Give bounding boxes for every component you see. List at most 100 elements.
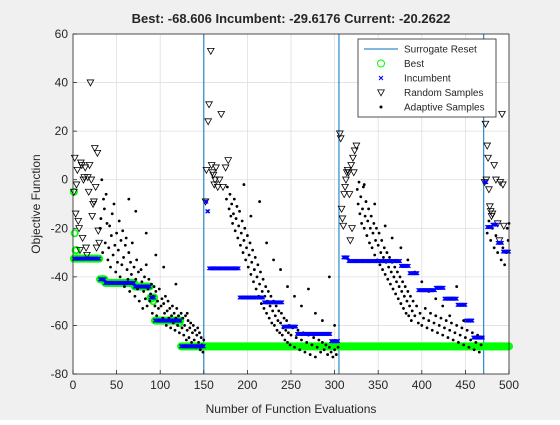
adaptive-sample-marker — [191, 331, 194, 335]
adaptive-sample-marker — [193, 328, 197, 332]
adaptive-sample-marker — [278, 331, 282, 335]
adaptive-sample-marker — [157, 287, 161, 291]
adaptive-sample-marker — [106, 258, 110, 262]
adaptive-sample-marker — [125, 268, 129, 271]
incumbent-marker — [147, 284, 152, 289]
random-sample-marker — [206, 47, 215, 56]
adaptive-sample-marker — [134, 277, 138, 281]
incumbent-marker — [205, 209, 210, 214]
adaptive-sample-marker — [383, 224, 387, 228]
legend: Surrogate Reset Best Incumbent Random Sampl… — [357, 38, 497, 118]
random-sample-marker — [213, 183, 222, 192]
adaptive-sample-marker — [300, 304, 303, 308]
adaptive-sample-marker — [154, 253, 158, 257]
adaptive-sample-marker — [246, 234, 249, 237]
adaptive-sample-marker — [492, 246, 496, 250]
adaptive-sample-marker — [152, 285, 156, 288]
adaptive-sample-marker — [104, 192, 108, 196]
adaptive-sample-marker — [283, 338, 287, 342]
adaptive-sample-marker — [455, 324, 459, 327]
adaptive-sample-marker — [457, 341, 460, 344]
adaptive-sample-marker — [173, 328, 177, 332]
random-sample-marker — [337, 205, 346, 213]
adaptive-sample-marker — [242, 183, 246, 186]
random-sample-marker — [487, 213, 496, 221]
random-sample-marker — [81, 164, 90, 172]
adaptive-sample-marker — [252, 280, 255, 284]
random-sample-marker — [350, 147, 359, 155]
incumbent-marker — [151, 295, 157, 300]
adaptive-sample-marker — [406, 258, 410, 262]
random-sample-marker — [485, 203, 494, 211]
random-sample-marker — [86, 79, 95, 87]
adaptive-sample-marker — [448, 328, 452, 332]
incumbent-marker — [236, 266, 241, 271]
y-tick-label: 20 — [55, 124, 69, 138]
adaptive-sample-marker — [185, 311, 189, 315]
incumbent-marker — [453, 296, 458, 301]
adaptive-sample-marker — [197, 341, 200, 344]
random-sample-marker — [482, 176, 491, 184]
adaptive-sample-marker — [137, 299, 141, 303]
adaptive-sample-marker — [441, 304, 445, 308]
random-sample-marker — [339, 222, 348, 230]
adaptive-sample-marker — [411, 299, 415, 303]
incumbent-marker — [235, 266, 240, 271]
adaptive-sample-marker — [367, 207, 371, 211]
adaptive-sample-marker — [279, 321, 282, 325]
adaptive-sample-marker — [149, 292, 153, 296]
adaptive-sample-marker — [362, 183, 366, 186]
random-sample-marker — [495, 237, 504, 245]
legend-marker — [379, 105, 383, 109]
adaptive-sample-marker — [307, 287, 310, 291]
adaptive-sample-marker — [187, 336, 191, 339]
random-sample-marker — [79, 176, 88, 184]
incumbent-marker — [397, 258, 403, 264]
adaptive-sample-marker — [474, 341, 478, 344]
y-tick-label: -60 — [51, 318, 69, 332]
random-sample-marker — [89, 200, 98, 209]
incumbent-marker — [146, 284, 152, 289]
adaptive-sample-marker — [409, 319, 413, 322]
adaptive-sample-marker — [163, 311, 166, 315]
adaptive-sample-marker — [169, 326, 173, 330]
adaptive-sample-marker — [395, 280, 398, 284]
adaptive-sample-marker — [382, 246, 386, 250]
adaptive-sample-marker — [303, 350, 307, 354]
incumbent-marker — [440, 285, 445, 290]
adaptive-sample-marker — [115, 231, 118, 235]
adaptive-sample-marker — [399, 302, 403, 305]
incumbent-marker — [101, 277, 106, 282]
adaptive-sample-marker — [270, 321, 274, 325]
adaptive-sample-marker — [378, 263, 382, 267]
adaptive-sample-marker — [391, 287, 395, 291]
adaptive-sample-marker — [406, 290, 410, 293]
adaptive-sample-marker — [389, 282, 392, 286]
random-sample-marker — [83, 174, 92, 182]
adaptive-sample-marker — [444, 319, 448, 322]
adaptive-sample-marker — [239, 243, 242, 247]
random-sample-marker — [224, 157, 233, 165]
adaptive-sample-marker — [390, 236, 394, 240]
incumbent-marker — [480, 335, 485, 340]
adaptive-sample-marker — [437, 324, 441, 327]
adaptive-sample-marker — [107, 246, 111, 250]
adaptive-sample-marker — [368, 226, 372, 230]
x-tick-label: 150 — [194, 378, 214, 392]
adaptive-sample-marker — [305, 341, 309, 344]
adaptive-sample-marker — [259, 270, 262, 274]
adaptive-sample-marker — [260, 290, 264, 293]
adaptive-sample-marker — [268, 304, 272, 308]
adaptive-sample-marker — [276, 319, 280, 322]
adaptive-sample-marker — [409, 294, 412, 298]
adaptive-sample-marker — [156, 299, 159, 303]
adaptive-sample-marker — [394, 292, 398, 296]
adaptive-sample-marker — [434, 314, 438, 318]
random-sample-marker — [73, 166, 82, 175]
incumbent-marker — [102, 277, 107, 282]
adaptive-sample-marker — [121, 229, 125, 233]
random-sample-marker — [212, 164, 220, 172]
adaptive-sample-marker — [127, 251, 131, 254]
adaptive-sample-marker — [128, 290, 132, 293]
